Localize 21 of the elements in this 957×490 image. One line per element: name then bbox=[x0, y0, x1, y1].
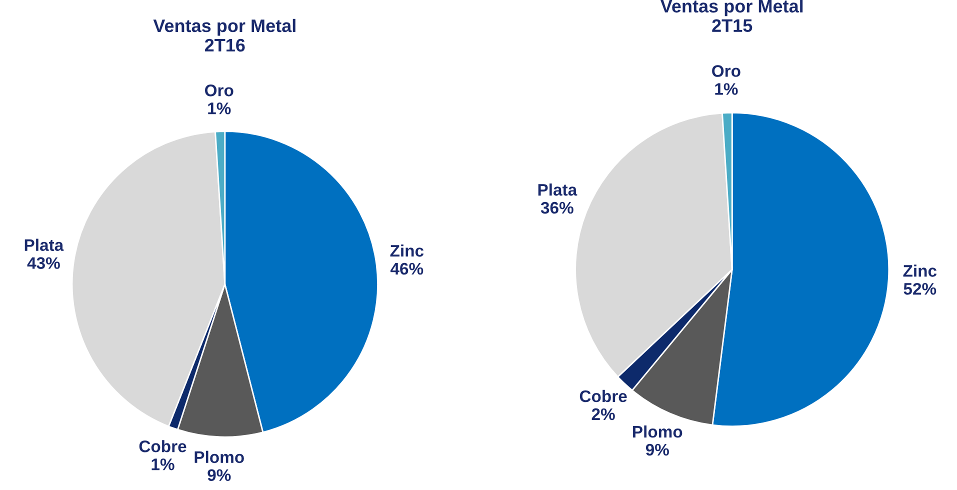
slice-label: Zinc bbox=[390, 244, 424, 257]
slice-label: Plata bbox=[24, 238, 64, 251]
data-label: 2% bbox=[592, 408, 615, 420]
slice-label: Plomo bbox=[633, 425, 682, 438]
slice-label: Cobre bbox=[580, 390, 627, 402]
slice-label: Plomo bbox=[194, 450, 244, 464]
slice-label: Oro bbox=[205, 84, 234, 96]
data-label: 46% bbox=[390, 262, 424, 275]
data-label: 43% bbox=[27, 257, 60, 269]
data-label: 1% bbox=[152, 458, 174, 470]
data-label: 9% bbox=[208, 469, 231, 482]
slice-label: Oro bbox=[712, 65, 740, 77]
slice-label: Zinc bbox=[903, 264, 937, 277]
data-label: 1% bbox=[208, 102, 231, 114]
data-label: 36% bbox=[540, 202, 574, 214]
slice-label: Plata bbox=[538, 183, 578, 196]
slice-label: Cobre bbox=[139, 440, 186, 452]
chart-title: Ventas por Metal 2T16 bbox=[153, 18, 296, 52]
data-label: 1% bbox=[715, 83, 738, 95]
data-label: 9% bbox=[646, 444, 669, 456]
data-label: 52% bbox=[904, 282, 936, 295]
